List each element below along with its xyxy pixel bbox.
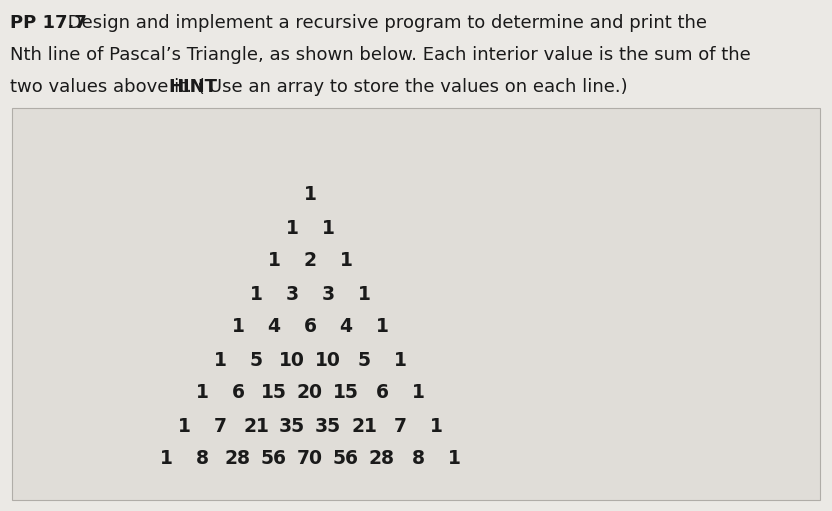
Text: 7: 7 [214, 416, 226, 435]
Text: 56: 56 [261, 450, 287, 469]
Text: 1: 1 [394, 351, 407, 369]
Text: 5: 5 [250, 351, 263, 369]
Text: HINT: HINT [168, 78, 217, 96]
Text: 3: 3 [321, 285, 334, 304]
Text: 6: 6 [375, 383, 389, 403]
Text: 28: 28 [369, 450, 395, 469]
Text: : Use an array to store the values on each line.): : Use an array to store the values on ea… [197, 78, 628, 96]
Text: 35: 35 [279, 416, 305, 435]
Text: 1: 1 [412, 383, 424, 403]
Text: 1: 1 [429, 416, 443, 435]
Text: Nth line of Pascal’s Triangle, as shown below. Each interior value is the sum of: Nth line of Pascal’s Triangle, as shown … [10, 46, 750, 64]
Text: 35: 35 [315, 416, 341, 435]
Text: 15: 15 [333, 383, 359, 403]
Text: 4: 4 [339, 317, 353, 337]
Text: 1: 1 [231, 317, 245, 337]
Text: Design and implement a recursive program to determine and print the: Design and implement a recursive program… [62, 14, 707, 32]
Text: 15: 15 [261, 383, 287, 403]
Text: 4: 4 [268, 317, 280, 337]
Text: 1: 1 [196, 383, 209, 403]
Text: 56: 56 [333, 450, 359, 469]
Text: 10: 10 [315, 351, 341, 369]
Bar [12, 108, 820, 500]
Text: 28: 28 [225, 450, 251, 469]
Text: 21: 21 [243, 416, 269, 435]
Text: 8: 8 [196, 450, 209, 469]
Text: PP 17.7: PP 17.7 [10, 14, 87, 32]
Text: 1: 1 [214, 351, 226, 369]
Text: 5: 5 [358, 351, 370, 369]
Text: 1: 1 [321, 219, 334, 238]
Text: 6: 6 [304, 317, 316, 337]
Text: 7: 7 [394, 416, 407, 435]
Text: 1: 1 [285, 219, 299, 238]
Text: 1: 1 [160, 450, 172, 469]
Text: 2: 2 [304, 251, 316, 270]
Text: 1: 1 [375, 317, 389, 337]
Text: 1: 1 [250, 285, 262, 304]
Text: 8: 8 [412, 450, 424, 469]
Text: two values above it. (: two values above it. ( [10, 78, 205, 96]
Text: 1: 1 [448, 450, 460, 469]
Text: 20: 20 [297, 383, 323, 403]
Text: 10: 10 [279, 351, 305, 369]
Text: 1: 1 [358, 285, 370, 304]
Text: 1: 1 [268, 251, 280, 270]
Text: 1: 1 [177, 416, 191, 435]
Text: 21: 21 [351, 416, 377, 435]
Text: 1: 1 [339, 251, 353, 270]
Text: 6: 6 [231, 383, 245, 403]
Text: 1: 1 [304, 185, 316, 204]
Text: 3: 3 [285, 285, 299, 304]
Text: 70: 70 [297, 450, 323, 469]
